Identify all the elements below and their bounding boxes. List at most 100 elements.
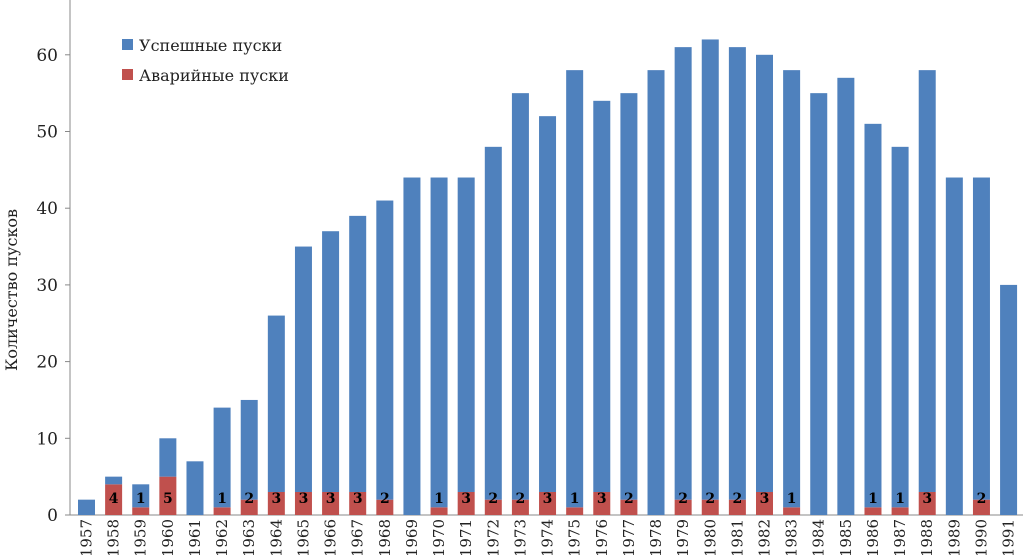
bar-failure-1987	[891, 507, 909, 515]
bar-success-1989	[945, 177, 963, 515]
x-tick-label: 1978	[647, 519, 665, 555]
bar-success-1961	[186, 461, 204, 515]
bar-failure-1970	[430, 507, 448, 515]
bar-success-1978	[647, 70, 665, 515]
bar-success-1973	[511, 93, 529, 500]
data-label-1974: 3	[543, 491, 553, 507]
bar-failure-1971	[457, 491, 475, 515]
bar-success-1988	[918, 70, 936, 492]
bar-success-1987	[891, 146, 909, 508]
x-tick-label: 1959	[132, 519, 150, 555]
y-axis-label: Количество пусков	[2, 209, 21, 371]
bar-success-1970	[430, 177, 448, 508]
bar-failure-1963	[240, 499, 258, 515]
bar-success-1957	[78, 499, 95, 515]
bar-success-1980	[701, 39, 719, 500]
data-label-1982: 3	[760, 491, 770, 507]
x-tick-label: 1991	[1000, 519, 1018, 555]
data-label-1967: 3	[353, 491, 363, 507]
x-tick-label: 1958	[105, 519, 123, 555]
legend-label-failure: Аварийные пуски	[139, 66, 289, 85]
data-label-1964: 3	[271, 491, 281, 507]
data-label-1973: 2	[516, 491, 526, 507]
data-label-1965: 3	[299, 491, 309, 507]
bar-failure-1976	[593, 491, 611, 515]
legend-label-success: Успешные пуски	[139, 36, 282, 55]
y-tick-label: 40	[36, 199, 58, 219]
data-label-1972: 2	[488, 491, 498, 507]
y-tick-label: 50	[36, 123, 58, 143]
data-label-1990: 2	[977, 491, 987, 507]
x-tick-label: 1989	[945, 519, 963, 555]
x-tick-label: 1983	[783, 519, 801, 555]
x-tick-label: 1984	[810, 519, 828, 555]
data-label-1977: 2	[624, 491, 634, 507]
y-tick-label: 20	[36, 353, 58, 373]
bar-failure-1982	[756, 491, 773, 515]
bar-failure-1972	[484, 499, 502, 515]
data-label-1988: 3	[922, 491, 932, 507]
x-tick-label: 1970	[430, 519, 448, 555]
bar-success-1986	[864, 123, 882, 508]
bar-success-1982	[756, 54, 773, 492]
data-label-1959: 1	[136, 491, 146, 507]
bar-success-1959	[132, 484, 150, 508]
bar-success-1962	[213, 407, 231, 508]
legend-swatch-failure	[122, 69, 133, 80]
data-label-1971: 3	[461, 491, 471, 507]
data-label-1962: 1	[217, 491, 227, 507]
bar-success-1983	[783, 70, 801, 508]
bar-success-1985	[837, 77, 855, 515]
data-label-1981: 2	[733, 491, 743, 507]
data-label-1968: 2	[380, 491, 390, 507]
x-tick-label: 1987	[891, 519, 909, 555]
x-tick-label: 1962	[213, 519, 231, 555]
bar-failure-1960	[159, 476, 177, 515]
data-label-1983: 1	[787, 491, 797, 507]
y-ticks: 0 10 20 30 40 50 60	[36, 46, 70, 526]
x-tick-label: 1985	[837, 519, 855, 555]
data-label-1976: 3	[597, 491, 607, 507]
bar-success-1967	[349, 215, 367, 492]
y-tick-label: 60	[36, 46, 58, 66]
bar-success-1968	[376, 200, 394, 500]
bar-failure-1964	[267, 491, 285, 515]
bar-failure-1974	[539, 491, 557, 515]
bar-failure-1973	[511, 499, 529, 515]
bar-failure-1965	[294, 491, 312, 515]
data-label-1987: 1	[895, 491, 905, 507]
bar-success-1963	[240, 399, 258, 500]
bar-failure-1959	[132, 507, 150, 515]
x-tick-label: 1975	[566, 519, 584, 555]
bar-failure-1983	[783, 507, 801, 515]
data-labels: 4 1 5 1 2 3 3 3 3 2 1 3 2 2 3 1 3 2 2 2 2 3 1 1 1 3 2	[109, 491, 987, 507]
x-tick-label: 1977	[620, 519, 638, 555]
bar-success-1984	[810, 93, 828, 516]
data-label-1970: 1	[434, 491, 444, 507]
x-tick-label: 1957	[78, 519, 96, 555]
bar-success-1977	[620, 93, 638, 500]
x-tick-label: 1973	[511, 519, 529, 555]
bar-success-1990	[972, 177, 990, 500]
bar-failure-1981	[728, 499, 746, 515]
bar-success-1976	[593, 100, 611, 492]
y-tick-label: 30	[36, 276, 58, 296]
x-tick-label: 1960	[159, 519, 177, 555]
bar-success-1971	[457, 177, 475, 492]
x-tick-label: 1981	[728, 519, 746, 555]
bar-failure-1986	[864, 507, 882, 515]
data-label-1960: 5	[163, 491, 173, 507]
legend-swatch-success	[122, 39, 133, 50]
bar-success-1960	[159, 438, 177, 477]
x-tick-label: 1980	[701, 519, 719, 555]
bar-failure-1967	[349, 491, 367, 515]
x-tick-label: 1966	[322, 519, 340, 555]
bar-success-1966	[322, 231, 340, 492]
bar-failure-1958	[105, 484, 123, 515]
x-tick-label: 1979	[674, 519, 692, 555]
bar-failure-1968	[376, 499, 394, 515]
x-tick-label: 1976	[593, 519, 611, 555]
data-label-1966: 3	[326, 491, 336, 507]
data-label-1979: 2	[678, 491, 688, 507]
